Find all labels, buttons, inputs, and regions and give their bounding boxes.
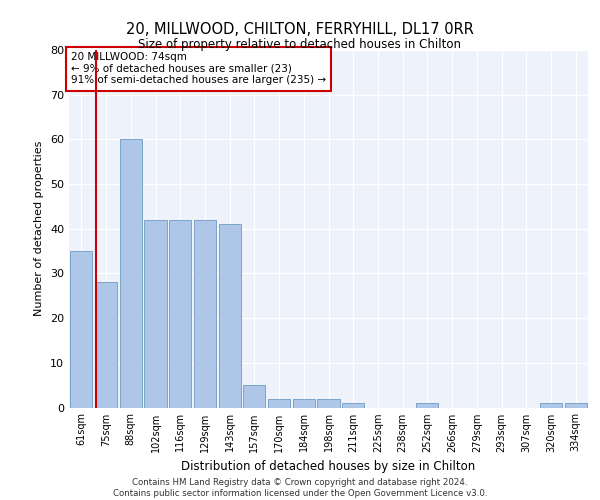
Bar (540, 403, 562, 407)
Text: 20 MILLWOOD: 74sqm
← 9% of detached houses are smaller (23)
91% of semi-detached: 20 MILLWOOD: 74sqm ← 9% of detached hous… (71, 52, 326, 86)
Bar (145, 220, 167, 408)
X-axis label: Distribution of detached houses by size in Chilton: Distribution of detached houses by size … (181, 460, 476, 473)
Bar (342, 403, 364, 407)
Bar (317, 398, 340, 407)
Bar (119, 140, 142, 407)
Bar (565, 403, 587, 407)
Text: 20, MILLWOOD, CHILTON, FERRYHILL, DL17 0RR: 20, MILLWOOD, CHILTON, FERRYHILL, DL17 0… (126, 22, 474, 36)
Bar (95, 282, 117, 408)
Bar (243, 385, 265, 407)
Bar (194, 220, 216, 408)
Bar (268, 398, 290, 407)
Bar (293, 398, 315, 407)
Text: Contains HM Land Registry data © Crown copyright and database right 2024.
Contai: Contains HM Land Registry data © Crown c… (113, 478, 487, 498)
Text: Size of property relative to detached houses in Chilton: Size of property relative to detached ho… (139, 38, 461, 51)
Bar (169, 220, 191, 408)
Bar (218, 224, 241, 408)
Bar (70, 251, 92, 408)
Bar (416, 403, 439, 407)
Y-axis label: Number of detached properties: Number of detached properties (34, 141, 44, 316)
